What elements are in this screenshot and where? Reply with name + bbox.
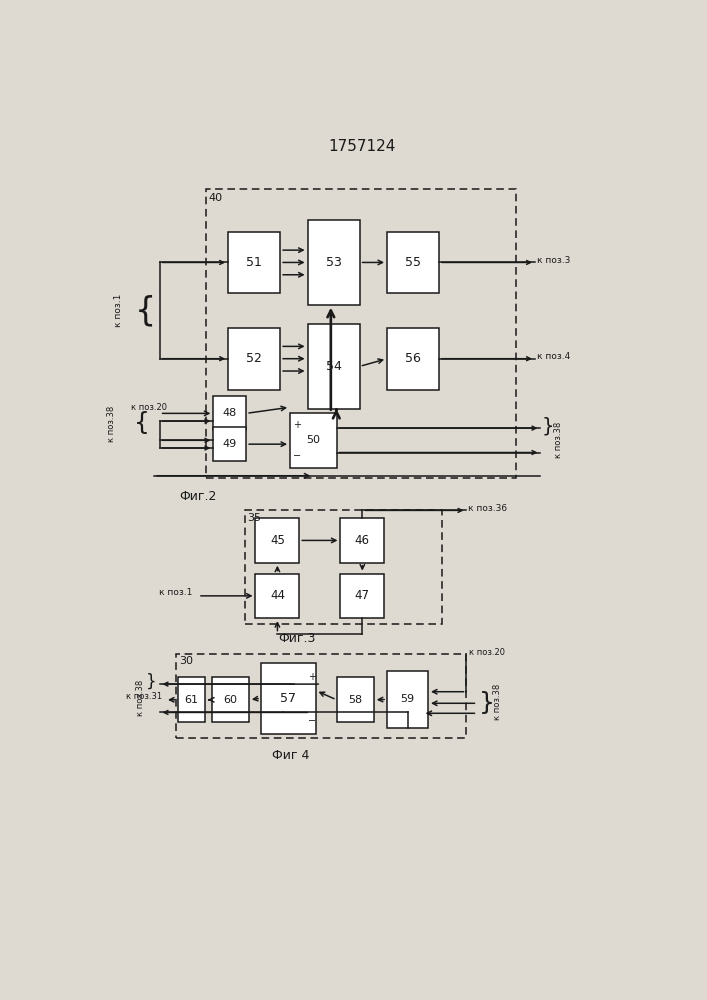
- Bar: [387, 232, 439, 293]
- Text: Фиг.3: Фиг.3: [278, 632, 315, 645]
- Text: −: −: [308, 716, 315, 726]
- Text: 60: 60: [223, 695, 238, 705]
- Text: }: }: [479, 691, 494, 715]
- Text: 30: 30: [179, 656, 193, 666]
- Text: к поз.3: к поз.3: [537, 256, 570, 265]
- Text: к поз.31: к поз.31: [127, 692, 163, 701]
- Text: к поз.36: к поз.36: [468, 504, 507, 513]
- Text: 53: 53: [326, 256, 341, 269]
- Bar: [245, 510, 442, 624]
- Bar: [255, 518, 299, 563]
- Text: 44: 44: [270, 589, 285, 602]
- Text: к поз.38: к поз.38: [136, 680, 145, 716]
- Text: 52: 52: [246, 352, 262, 365]
- Bar: [341, 518, 385, 563]
- Text: 45: 45: [270, 534, 285, 547]
- Bar: [387, 671, 428, 728]
- Text: к поз.1: к поз.1: [158, 588, 192, 597]
- Bar: [261, 663, 316, 734]
- Bar: [177, 677, 205, 722]
- Text: 55: 55: [405, 256, 421, 269]
- Bar: [214, 396, 246, 430]
- Bar: [228, 232, 280, 293]
- Text: +: +: [293, 420, 301, 430]
- Text: к поз.38: к поз.38: [554, 422, 563, 458]
- Text: 49: 49: [223, 439, 237, 449]
- Text: 56: 56: [405, 352, 421, 365]
- Text: к поз.20: к поз.20: [131, 403, 167, 412]
- Text: −: −: [293, 451, 301, 461]
- Text: Фиг 4: Фиг 4: [272, 749, 310, 762]
- Bar: [341, 574, 385, 618]
- Bar: [255, 574, 299, 618]
- Bar: [290, 413, 337, 468]
- Text: +: +: [308, 672, 315, 682]
- Text: 58: 58: [348, 695, 362, 705]
- Text: {: {: [134, 411, 150, 435]
- Text: }: }: [542, 416, 554, 435]
- Text: }: }: [146, 673, 157, 691]
- Bar: [176, 654, 467, 738]
- Bar: [214, 427, 246, 461]
- Text: к поз.38: к поз.38: [493, 684, 502, 720]
- Text: 57: 57: [281, 692, 296, 705]
- Bar: [308, 324, 360, 409]
- Bar: [211, 677, 249, 722]
- Text: 47: 47: [355, 589, 370, 602]
- Text: 51: 51: [246, 256, 262, 269]
- Text: 61: 61: [185, 695, 199, 705]
- Bar: [206, 189, 515, 478]
- Text: к поз.4: к поз.4: [537, 352, 570, 361]
- Text: 48: 48: [223, 408, 237, 418]
- Text: 54: 54: [326, 360, 341, 373]
- Text: к поз.1: к поз.1: [114, 294, 123, 327]
- Bar: [387, 328, 439, 389]
- Text: к поз.20: к поз.20: [469, 648, 506, 657]
- Bar: [337, 677, 374, 722]
- Text: 46: 46: [355, 534, 370, 547]
- Text: 40: 40: [209, 193, 223, 203]
- Bar: [308, 220, 360, 305]
- Text: к поз.38: к поз.38: [107, 405, 116, 442]
- Text: 1757124: 1757124: [329, 139, 396, 154]
- Text: {: {: [135, 294, 156, 327]
- Text: 59: 59: [400, 694, 414, 704]
- Text: 35: 35: [247, 513, 262, 523]
- Bar: [228, 328, 280, 389]
- Text: Фиг.2: Фиг.2: [179, 490, 216, 503]
- Text: 50: 50: [306, 435, 320, 445]
